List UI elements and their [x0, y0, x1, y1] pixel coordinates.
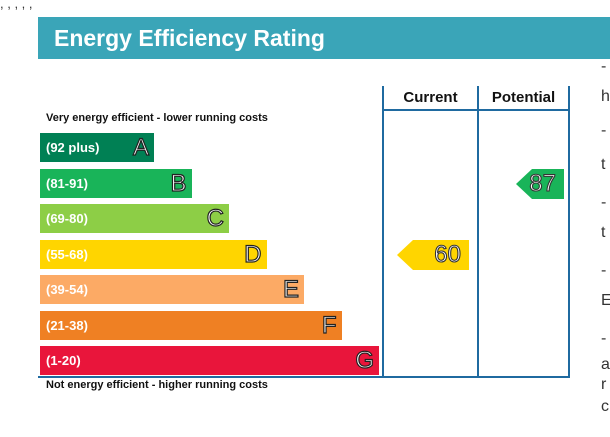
band-range-label: (39-54)	[46, 282, 88, 297]
side-text-fragment: -	[601, 194, 607, 211]
side-text-fragment: -	[601, 58, 607, 75]
caption-bottom: Not energy efficient - higher running co…	[46, 379, 268, 391]
current-rating-arrow-value: 60	[434, 240, 462, 268]
band-letter: G	[355, 346, 375, 374]
side-text-fragment: r	[601, 376, 607, 393]
band-range-label: (69-80)	[46, 211, 88, 226]
band-f: (21-38) F	[40, 310, 342, 340]
column-header-current: Current	[403, 89, 458, 106]
frame-mid-line	[477, 86, 479, 376]
band-range-label: (92 plus)	[46, 140, 100, 155]
band-e: (39-54) E	[40, 275, 304, 304]
potential-rating-arrow: 87	[516, 168, 564, 199]
band-letter: A	[132, 133, 149, 161]
frame-left-line	[382, 86, 384, 376]
frame-bottom-line	[38, 376, 570, 378]
band-range-label: (21-38)	[46, 317, 88, 333]
band-letter: F	[321, 311, 337, 339]
cut-off-top-text: , , , , ,	[0, 0, 33, 10]
band-letter: D	[244, 240, 263, 268]
side-text-fragment: t	[601, 224, 606, 241]
current-rating-arrow: 60	[397, 239, 469, 270]
side-text-fragment: h	[601, 88, 610, 105]
caption-top: Very energy efficient - lower running co…	[46, 112, 268, 124]
band-range-label: (81-91)	[46, 175, 88, 191]
band-letter: E	[282, 275, 299, 303]
side-text-fragment: a	[601, 356, 610, 373]
side-text-fragment: c	[601, 398, 609, 415]
column-header-potential: Potential	[491, 89, 556, 106]
band-range-label: (55-68)	[46, 246, 88, 262]
band-a: (92 plus) A	[40, 133, 154, 162]
side-text-fragment: -	[601, 122, 607, 139]
band-b: (81-91) B	[40, 168, 192, 198]
frame-header-line	[382, 109, 570, 111]
band-d: (55-68) D	[40, 239, 267, 269]
band-c: (69-80) C	[40, 204, 229, 233]
potential-rating-arrow-shape	[516, 168, 564, 199]
band-g: (1-20) G	[40, 346, 379, 375]
band-letter: B	[170, 169, 187, 197]
band-letter: C	[206, 204, 225, 232]
frame-right-line	[568, 86, 570, 376]
band-range-label: (1-20)	[46, 353, 81, 368]
chart-title: Energy Efficiency Rating	[38, 17, 610, 59]
side-text-fragment: -	[601, 330, 607, 347]
side-text-fragment: E	[601, 292, 610, 309]
side-text-fragment: -	[601, 262, 607, 279]
current-rating-arrow-shape	[397, 239, 469, 270]
potential-rating-arrow-value: 87	[529, 169, 557, 197]
side-text-fragment: t	[601, 156, 606, 173]
